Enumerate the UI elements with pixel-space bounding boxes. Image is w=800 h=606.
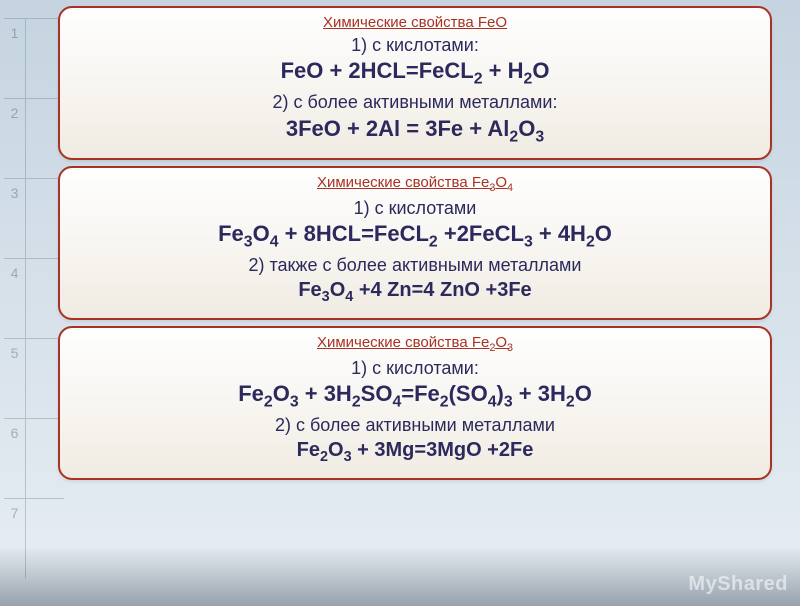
reaction-label: 1) с кислотами — [76, 196, 754, 220]
bg-row: 1 — [4, 18, 64, 98]
reaction-equation: 3FeO + 2Al = 3Fe + Al2O3 — [76, 115, 754, 148]
cards-container: Химические свойства FeO1) с кислотами:Fe… — [0, 6, 800, 480]
reaction-equation: Fe2O3 + 3Mg=3MgO +2Fe — [76, 437, 754, 467]
reaction-equation: Fe2O3 + 3H2SO4=Fe2(SO4)3 + 3H2O — [76, 380, 754, 413]
card-title: Химические свойства FeO — [76, 14, 754, 31]
reaction-label: 2) с более активными металлами: — [76, 90, 754, 114]
bg-row: 6 — [4, 418, 64, 498]
bg-row: 4 — [4, 258, 64, 338]
watermark-text: MyShared — [688, 573, 788, 596]
reaction-equation: Fe3O4 + 8HCL=FeCL2 +2FeCL3 + 4H2O — [76, 220, 754, 253]
reaction-label: 2) с более активными металлами — [76, 413, 754, 437]
reaction-label: 2) также с более активными металлами — [76, 253, 754, 277]
bg-row-number: 3 — [4, 179, 26, 258]
reaction-label: 1) с кислотами: — [76, 33, 754, 57]
bg-row: 7 — [4, 498, 64, 578]
bottom-fade — [0, 546, 800, 606]
chem-card: Химические свойства Fe3O41) с кислотамиF… — [58, 166, 772, 320]
chem-card: Химические свойства FeO 1) с кислотами:Fe… — [58, 6, 772, 160]
bg-row-number: 7 — [4, 499, 26, 578]
bg-row-number: 2 — [4, 99, 26, 178]
reaction-label: 1) с кислотами: — [76, 356, 754, 380]
chem-card: Химические свойства Fe2O31) с кислотами:… — [58, 326, 772, 480]
bg-row-number: 4 — [4, 259, 26, 338]
reaction-equation: Fe3O4 +4 Zn=4 ZnO +3Fe — [76, 277, 754, 307]
bg-row-number: 1 — [4, 19, 26, 98]
reaction-equation: FeO + 2HCL=FeCL2 + H2O — [76, 57, 754, 90]
periodic-table-bg: 1234567 — [4, 18, 64, 578]
card-title: Химические свойства Fe3O4 — [76, 174, 754, 194]
bg-row: 2 — [4, 98, 64, 178]
bg-row: 3 — [4, 178, 64, 258]
bg-row-number: 6 — [4, 419, 26, 498]
bg-row: 5 — [4, 338, 64, 418]
card-title: Химические свойства Fe2O3 — [76, 334, 754, 354]
bg-row-number: 5 — [4, 339, 26, 418]
